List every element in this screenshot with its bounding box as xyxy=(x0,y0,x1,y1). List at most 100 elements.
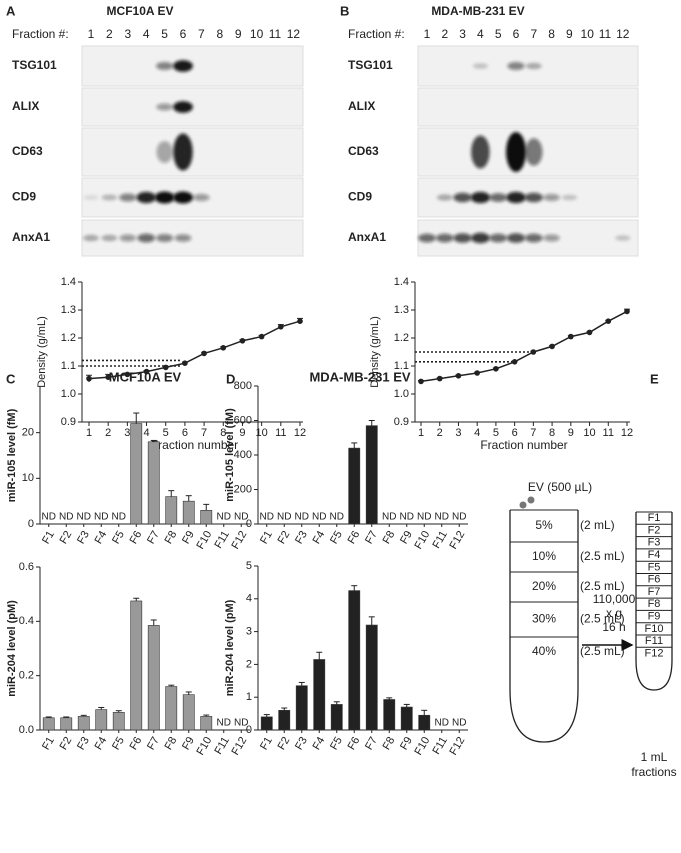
x-tick-label: 8 xyxy=(549,427,555,439)
bar xyxy=(330,704,343,731)
bar xyxy=(130,600,143,731)
x-tick-label: 1 xyxy=(418,427,424,439)
data-point xyxy=(182,360,188,367)
x-tick-label: F1 xyxy=(40,735,57,752)
layer-percent: 40% xyxy=(532,644,556,658)
x-tick-label: 6 xyxy=(182,427,188,439)
panel-label: D xyxy=(226,371,235,386)
y-tick-label: 1.3 xyxy=(394,304,409,316)
tube-caption: fractions xyxy=(631,765,676,779)
x-tick-label: F5 xyxy=(110,735,127,752)
value-label: ND xyxy=(382,512,396,523)
x-tick-label: F11 xyxy=(212,735,231,757)
y-tick-label: 1.3 xyxy=(61,304,76,316)
blot-band xyxy=(471,232,490,244)
x-tick-label: F1 xyxy=(258,735,275,752)
y-tick-label: 0.0 xyxy=(19,724,34,736)
y-axis-title: miR-105 level (fM) xyxy=(6,408,18,502)
layer-volume: (2.5 mL) xyxy=(580,579,625,593)
x-tick-label: F12 xyxy=(447,735,467,757)
chart-title: MDA-MB-231 EV xyxy=(309,369,410,384)
x-tick-label: F4 xyxy=(93,529,110,546)
x-tick-label: 12 xyxy=(294,427,306,439)
x-tick-label: F3 xyxy=(75,735,92,752)
blot-band xyxy=(156,141,173,163)
value-label: ND xyxy=(452,718,466,729)
value-label: ND xyxy=(435,512,449,523)
x-tick-label: F6 xyxy=(128,529,145,546)
x-tick-label: 8 xyxy=(220,427,226,439)
fraction-number: 6 xyxy=(513,27,520,41)
x-tick-label: 11 xyxy=(275,427,286,439)
blot-band xyxy=(507,62,525,70)
blot-band xyxy=(472,63,488,69)
y-tick-label: 0.6 xyxy=(19,561,34,573)
value-label: ND xyxy=(234,718,248,729)
x-tick-label: F4 xyxy=(93,735,110,752)
blot-row-label: CD9 xyxy=(348,190,372,204)
y-tick-label: 0.9 xyxy=(394,416,409,428)
blot-band xyxy=(101,234,118,242)
blot-band xyxy=(173,191,193,204)
y-tick-label: 0.9 xyxy=(61,416,76,428)
x-tick-label: F11 xyxy=(430,735,449,757)
panel-label: A xyxy=(6,3,16,18)
x-axis-title: Fraction number xyxy=(151,438,238,452)
y-axis-title: miR-204 level (pM) xyxy=(224,599,236,696)
blot-band xyxy=(436,233,454,243)
fraction-label: F11 xyxy=(645,635,663,647)
fraction-label: F10 xyxy=(645,623,664,635)
bar xyxy=(383,699,396,731)
sample-label: EV (500 µL) xyxy=(528,480,592,494)
fraction-number: 6 xyxy=(180,27,187,41)
x-tick-label: 1 xyxy=(86,427,92,439)
spin-condition: 110,000 xyxy=(593,592,636,606)
bar xyxy=(130,423,143,525)
y-axis-title: Density (g/mL) xyxy=(36,316,48,388)
y-tick-label: 4 xyxy=(246,593,252,605)
blot-band xyxy=(83,195,99,200)
x-tick-label: 4 xyxy=(143,427,149,439)
bar xyxy=(147,625,160,731)
data-point xyxy=(418,378,424,385)
bar xyxy=(260,716,273,731)
blot-band xyxy=(489,233,508,243)
x-tick-label: F7 xyxy=(363,735,380,752)
x-tick-label: 5 xyxy=(493,427,499,439)
fraction-label: F8 xyxy=(648,598,661,610)
y-tick-label: 0.4 xyxy=(19,615,34,627)
y-tick-label: 1.2 xyxy=(61,332,76,344)
y-tick-label: 1.4 xyxy=(61,276,76,288)
x-tick-label: F8 xyxy=(381,529,398,546)
layer-volume: (2 mL) xyxy=(580,518,615,532)
x-tick-label: F9 xyxy=(180,529,197,546)
blot-band xyxy=(119,193,137,202)
y-tick-label: 5 xyxy=(246,560,252,572)
bar xyxy=(200,509,213,525)
y-tick-label: 0 xyxy=(246,518,252,530)
y-tick-label: 0 xyxy=(246,724,252,736)
x-axis-title: Fraction number xyxy=(480,438,567,452)
value-label: ND xyxy=(435,718,449,729)
x-tick-label: F3 xyxy=(293,735,310,752)
fraction-number: 10 xyxy=(581,27,595,41)
blot-row-label: TSG101 xyxy=(348,58,393,72)
blot-band xyxy=(119,234,136,242)
x-tick-label: F6 xyxy=(128,735,145,752)
value-label: ND xyxy=(217,512,231,523)
data-point xyxy=(549,343,555,350)
y-tick-label: 1.4 xyxy=(394,276,409,288)
x-tick-label: F2 xyxy=(58,735,75,752)
blot-band xyxy=(525,233,543,243)
y-tick-label: 800 xyxy=(234,380,252,392)
data-point xyxy=(455,373,462,379)
x-tick-label: F4 xyxy=(311,735,328,752)
fraction-label: F9 xyxy=(648,611,661,623)
blot-band xyxy=(525,138,543,166)
bar xyxy=(42,717,55,731)
x-tick-label: F8 xyxy=(163,529,180,546)
spin-condition: x g xyxy=(606,606,622,620)
blot-band xyxy=(453,192,472,203)
x-tick-label: F2 xyxy=(276,529,293,546)
